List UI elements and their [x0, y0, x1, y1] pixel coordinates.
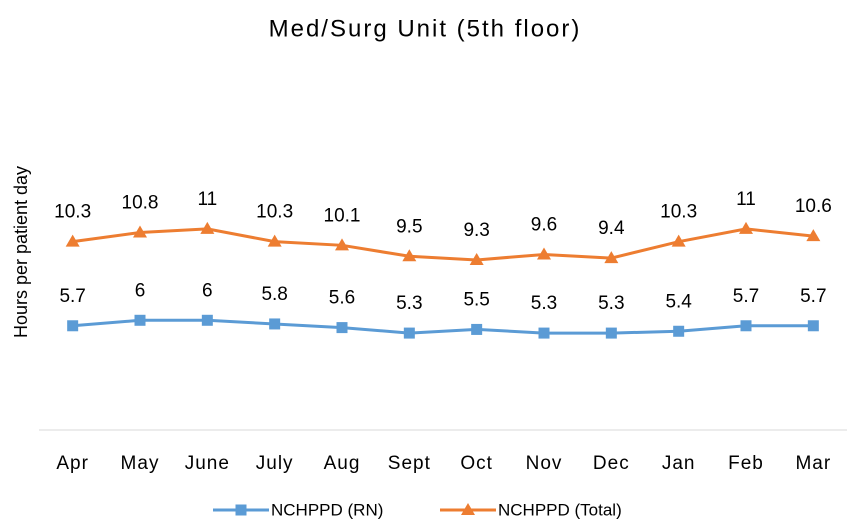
data-label: 11 — [197, 189, 217, 210]
marker — [133, 225, 147, 238]
x-tick-label: Apr — [56, 453, 89, 474]
data-label: 10.1 — [324, 205, 361, 226]
series-line — [72, 318, 814, 335]
data-label: 9.4 — [598, 218, 625, 239]
marker — [538, 327, 550, 339]
marker — [469, 252, 484, 265]
marker — [235, 504, 247, 516]
data-label: 5.3 — [531, 293, 557, 314]
marker — [267, 234, 282, 247]
x-tick-label: Mar — [795, 453, 831, 474]
marker — [336, 322, 348, 334]
marker — [806, 229, 821, 242]
x-tick-label: Nov — [526, 453, 563, 474]
marker — [65, 234, 80, 247]
marker — [201, 314, 213, 326]
marker — [134, 314, 146, 326]
x-tick-label: June — [185, 453, 230, 474]
marker — [269, 318, 281, 330]
marker — [537, 247, 551, 260]
marker — [807, 320, 819, 332]
legend-label: NCHPPD (RN) — [271, 500, 383, 519]
data-label: 10.6 — [795, 196, 832, 217]
data-label: 9.6 — [531, 214, 557, 235]
data-label: 10.3 — [54, 202, 91, 223]
data-label: 5.7 — [59, 286, 85, 307]
marker — [402, 249, 417, 262]
data-label: 5.7 — [733, 286, 759, 307]
marker — [605, 327, 617, 339]
data-label: 5.3 — [396, 293, 422, 314]
marker — [67, 320, 79, 332]
data-label: 5.5 — [463, 289, 489, 310]
data-label: 5.7 — [800, 286, 826, 307]
marker — [671, 234, 686, 247]
marker — [471, 323, 483, 335]
marker — [461, 503, 475, 515]
x-tick-label: Feb — [728, 453, 764, 474]
data-label: 11 — [736, 189, 756, 210]
data-label: 9.5 — [396, 216, 422, 237]
marker — [673, 325, 685, 337]
x-tick-label: Dec — [593, 453, 630, 474]
x-tick-label: Oct — [460, 453, 493, 474]
data-label: 5.3 — [598, 293, 624, 314]
marker — [604, 251, 619, 264]
marker — [403, 327, 415, 339]
y-axis-title: Hours per patient day — [11, 166, 31, 338]
data-label: 5.6 — [329, 288, 355, 309]
marker — [739, 221, 753, 234]
data-label: 6 — [202, 280, 213, 301]
x-tick-label: Aug — [324, 453, 361, 474]
data-label: 10.3 — [256, 202, 293, 223]
x-tick-label: Jan — [662, 453, 696, 474]
marker — [740, 320, 752, 332]
chart-title: Med/Surg Unit (5th floor) — [269, 15, 582, 42]
data-label: 10.3 — [660, 202, 697, 223]
series-line — [72, 227, 814, 262]
data-label: 9.3 — [463, 220, 489, 241]
data-label: 5.8 — [261, 284, 287, 305]
data-label: 5.4 — [665, 291, 692, 312]
x-tick-label: July — [256, 453, 294, 474]
legend-label: NCHPPD (Total) — [498, 500, 622, 519]
data-label: 10.8 — [122, 193, 159, 214]
marker — [335, 238, 349, 251]
data-label: 6 — [135, 280, 146, 301]
marker — [200, 221, 215, 234]
x-tick-label: Sept — [388, 453, 431, 474]
x-tick-label: May — [121, 453, 160, 474]
